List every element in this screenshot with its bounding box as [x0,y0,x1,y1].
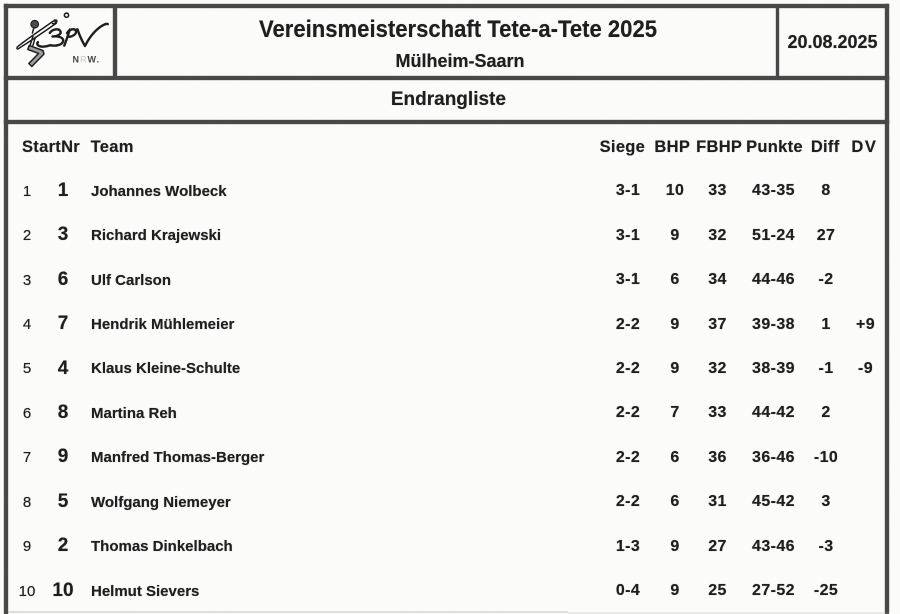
svg-text:NRW.: NRW. [73,54,101,64]
